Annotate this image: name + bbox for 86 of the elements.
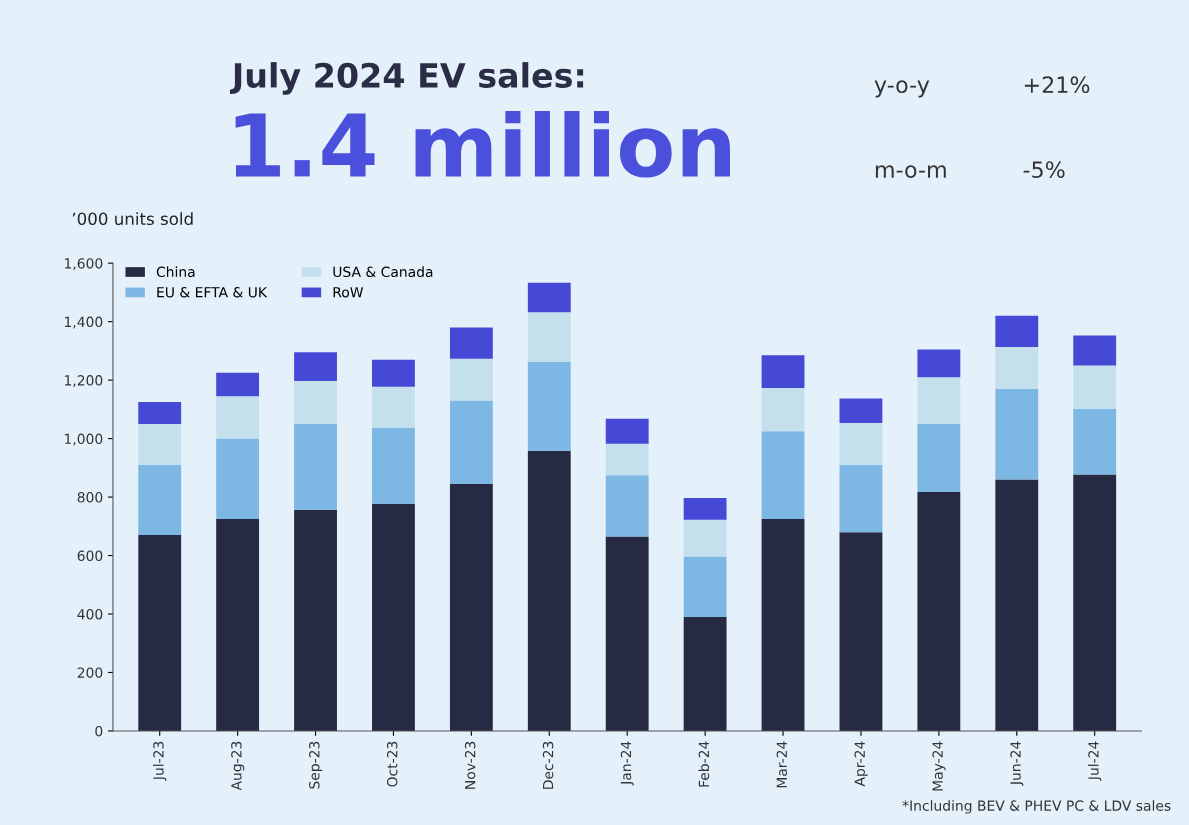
bar [1073, 335, 1117, 366]
bar [683, 519, 727, 557]
bar [294, 352, 337, 381]
x-tick-label: Oct-23 [386, 741, 398, 787]
bar [372, 503, 415, 731]
bar [138, 464, 182, 536]
bar [605, 418, 649, 444]
y-tick-label: 1,600 [65, 258, 103, 271]
bar [527, 282, 571, 313]
bar [1073, 365, 1117, 409]
bar [372, 359, 415, 387]
text: -5% [1023, 161, 1065, 179]
bar [683, 616, 727, 731]
bar [839, 532, 883, 731]
text: +21% [1024, 76, 1090, 94]
y-tick-label: 800 [77, 492, 103, 503]
x-tick-label: Jul-24 [1087, 741, 1102, 781]
x-tick-label: Aug-23 [231, 741, 245, 791]
bar [1073, 474, 1117, 731]
x-tick-label: Mar-24 [776, 741, 788, 788]
bar [995, 479, 1039, 731]
bar [294, 381, 337, 424]
x-tick-label: Apr-24 [854, 741, 868, 787]
y-tick-label: 1,200 [65, 375, 103, 388]
bar [761, 431, 805, 519]
y-tick-label: 200 [77, 667, 103, 678]
bar [761, 355, 805, 389]
x-tick-label: Jan-24 [620, 741, 634, 786]
bar [449, 358, 493, 401]
bar [917, 349, 961, 378]
bar [138, 402, 182, 424]
x-tick-label: Jul-23 [152, 741, 167, 781]
bar [839, 423, 883, 465]
y-tick-label: 1,400 [65, 316, 103, 329]
chart-title: July 2024 EV sales: [229, 62, 584, 95]
bar [839, 464, 883, 533]
y-tick-label: 1,000 [65, 433, 103, 446]
bar [605, 536, 649, 731]
bar [995, 388, 1039, 480]
text: y-o-y [874, 80, 930, 98]
x-tick-label: Feb-24 [698, 741, 710, 787]
x-tick-label: Dec-23 [542, 741, 554, 789]
x-tick-label: May-24 [932, 741, 946, 791]
bar [839, 398, 883, 424]
legend-label: China [156, 266, 195, 278]
bar [138, 423, 182, 465]
bar [449, 400, 493, 484]
bar [449, 483, 493, 731]
x-tick-label: Jun-24 [1010, 741, 1024, 786]
y-tick-label: 400 [77, 608, 103, 620]
bar [761, 518, 805, 731]
chart-subtitle: 1.4 million [235, 110, 730, 178]
bar [1073, 408, 1117, 475]
y-tick-label: 600 [77, 550, 103, 562]
bar [605, 475, 649, 537]
legend-label: EU & EFTA & UK [157, 286, 268, 298]
bar [294, 509, 337, 731]
x-tick-label: Nov-23 [464, 741, 476, 789]
bar [216, 396, 260, 439]
bar [995, 347, 1039, 389]
bar [527, 450, 571, 731]
bar [216, 372, 260, 397]
bar [683, 497, 727, 520]
legend-label: RoW [333, 287, 364, 298]
bar [605, 443, 649, 476]
x-tick-label: Sep-23 [309, 741, 323, 789]
text: m-o-m [875, 165, 946, 179]
bar [294, 423, 337, 510]
bar [683, 556, 727, 617]
text: *Including BEV & PHEV PC & LDV sales [902, 800, 1171, 814]
bar [995, 315, 1039, 348]
bar [449, 327, 493, 359]
bar [216, 438, 260, 519]
bar [917, 492, 961, 731]
bar [372, 386, 415, 429]
bar [372, 428, 415, 504]
y-axis-title: ’000 units sold [72, 212, 193, 226]
legend-label: USA & Canada [333, 266, 433, 278]
bar [917, 423, 961, 493]
bar [527, 312, 571, 362]
bar [917, 377, 961, 424]
bar [527, 361, 571, 451]
bar [761, 388, 805, 432]
y-tick-label: 0 [95, 725, 103, 737]
bar [138, 535, 182, 731]
bar [216, 518, 260, 731]
